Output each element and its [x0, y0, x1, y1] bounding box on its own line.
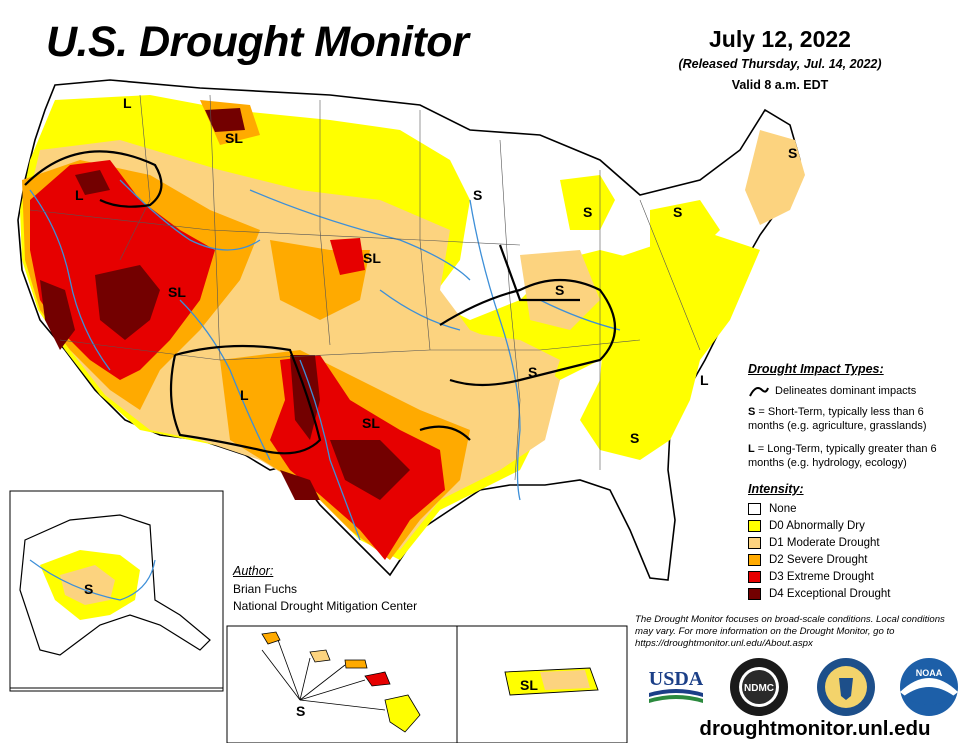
- author-org: National Drought Mitigation Center: [233, 599, 418, 613]
- impact-label-s: S: [473, 187, 482, 203]
- intensity-legend-item: D0 Abnormally Dry: [748, 518, 865, 533]
- intensity-legend-title: Intensity:: [748, 482, 804, 496]
- intensity-legend-item: D2 Severe Drought: [748, 552, 867, 567]
- rivers: [29, 559, 156, 601]
- impact-label-s: S: [788, 145, 797, 161]
- state-boundaries: [29, 94, 701, 481]
- impact-boundaries: [24, 150, 617, 455]
- commerce-seal-graphic: [817, 658, 875, 716]
- d4-area: [40, 280, 75, 350]
- swatch-d0: [748, 519, 761, 532]
- intensity-legend-item: None: [748, 501, 797, 516]
- d0-area: [580, 230, 760, 460]
- long-term-legend: L = Long-Term, typically greater than 6 …: [748, 442, 958, 470]
- impact-label-l: L: [75, 187, 84, 203]
- impact-label-s: S: [296, 703, 305, 719]
- d4-area: [280, 470, 320, 500]
- long-term-key: L: [748, 443, 755, 455]
- d4-area: [95, 265, 160, 340]
- impact-label-s: S: [84, 581, 93, 597]
- puerto-rico-inset-frame: [456, 625, 628, 743]
- hawaii-island: [364, 671, 391, 687]
- d1-area: [745, 130, 805, 225]
- impact-label-l: L: [700, 372, 709, 388]
- short-term-legend: S = Short-Term, typically less than 6 mo…: [748, 405, 958, 433]
- d4-area: [205, 108, 245, 132]
- d4-area: [290, 355, 320, 440]
- impact-label-s: S: [583, 204, 592, 220]
- noaa-logo-text: NOAA: [916, 668, 943, 678]
- author-name: Brian Fuchs: [233, 582, 298, 596]
- hawaii-pointer-lines: [261, 639, 386, 711]
- release-date: (Released Thursday, Jul. 14, 2022): [678, 57, 882, 71]
- impact-label-sl: SL: [363, 250, 381, 266]
- usda-logo-graphic: USDA: [649, 668, 704, 703]
- intensity-label: D1 Moderate Drought: [769, 536, 880, 549]
- disclaimer-note: The Drought Monitor focuses on broad-sca…: [635, 614, 945, 649]
- hawaii-island: [309, 649, 331, 663]
- impact-label-l: L: [240, 387, 249, 403]
- impact-label-s: S: [555, 282, 564, 298]
- intensity-label: D2 Severe Drought: [769, 553, 868, 566]
- alaska-inset-frame: [9, 490, 224, 692]
- swatch-none: [748, 502, 761, 515]
- d0-area: [560, 175, 615, 230]
- impact-label-s: S: [630, 430, 639, 446]
- intensity-label: D4 Exceptional Drought: [769, 587, 891, 600]
- hawaii-island: [344, 659, 368, 669]
- intensity-legend-item: D1 Moderate Drought: [748, 535, 880, 550]
- ndmc-logo-graphic: NDMC: [730, 658, 788, 716]
- intensity-label: None: [769, 502, 797, 515]
- ndmc-logo-text: NDMC: [744, 683, 774, 694]
- noaa-logo[interactable]: NOAA: [898, 656, 960, 718]
- swatch-d1: [748, 536, 761, 549]
- rivers: [29, 179, 621, 541]
- impact-label-sl: SL: [520, 677, 538, 693]
- noaa-logo-graphic: NOAA: [900, 658, 958, 716]
- website-link[interactable]: droughtmonitor.unl.edu: [699, 717, 931, 740]
- swatch-d2: [748, 553, 761, 566]
- ndmc-logo[interactable]: NDMC: [728, 656, 790, 718]
- commerce-seal[interactable]: [815, 656, 877, 718]
- impact-line-text: Delineates dominant impacts: [775, 385, 917, 397]
- impact-label-l: L: [123, 95, 132, 111]
- d1-area: [450, 330, 560, 440]
- d0-area: [650, 200, 720, 260]
- d4-area: [75, 170, 110, 195]
- hawaii-island: [261, 631, 281, 645]
- short-term-text: = Short-Term, typically less than 6 mont…: [748, 406, 927, 432]
- impact-label-s: S: [528, 364, 537, 380]
- intensity-label: D3 Extreme Drought: [769, 570, 874, 583]
- intensity-legend-item: D4 Exceptional Drought: [748, 586, 890, 601]
- intensity-legend-item: D3 Extreme Drought: [748, 569, 874, 584]
- swatch-d3: [748, 570, 761, 583]
- impact-label-s: S: [673, 204, 682, 220]
- impact-label-sl: SL: [362, 415, 380, 431]
- author-title: Author:: [233, 564, 274, 578]
- hawaii-island: [384, 694, 421, 733]
- hawaii-inset-frame: [226, 625, 458, 743]
- impact-legend-title: Drought Impact Types:: [748, 362, 884, 376]
- map-date: July 12, 2022: [709, 26, 851, 52]
- usda-logo[interactable]: USDA: [645, 663, 707, 709]
- d1-area: [520, 250, 600, 330]
- impact-label-sl: SL: [168, 284, 186, 300]
- d3-area: [330, 238, 365, 275]
- valid-time: Valid 8 a.m. EDT: [731, 78, 829, 92]
- impact-label-sl: SL: [225, 130, 243, 146]
- intensity-label: D0 Abnormally Dry: [769, 519, 865, 532]
- short-term-key: S: [748, 406, 756, 418]
- d4-area: [330, 440, 410, 500]
- d1-area: [540, 670, 590, 690]
- impact-line-icon: [749, 387, 769, 397]
- usda-logo-text: USDA: [649, 668, 704, 690]
- long-term-text: = Long-Term, typically greater than 6 mo…: [748, 443, 937, 469]
- swatch-d4: [748, 587, 761, 600]
- map-title: U.S. Drought Monitor: [46, 18, 469, 66]
